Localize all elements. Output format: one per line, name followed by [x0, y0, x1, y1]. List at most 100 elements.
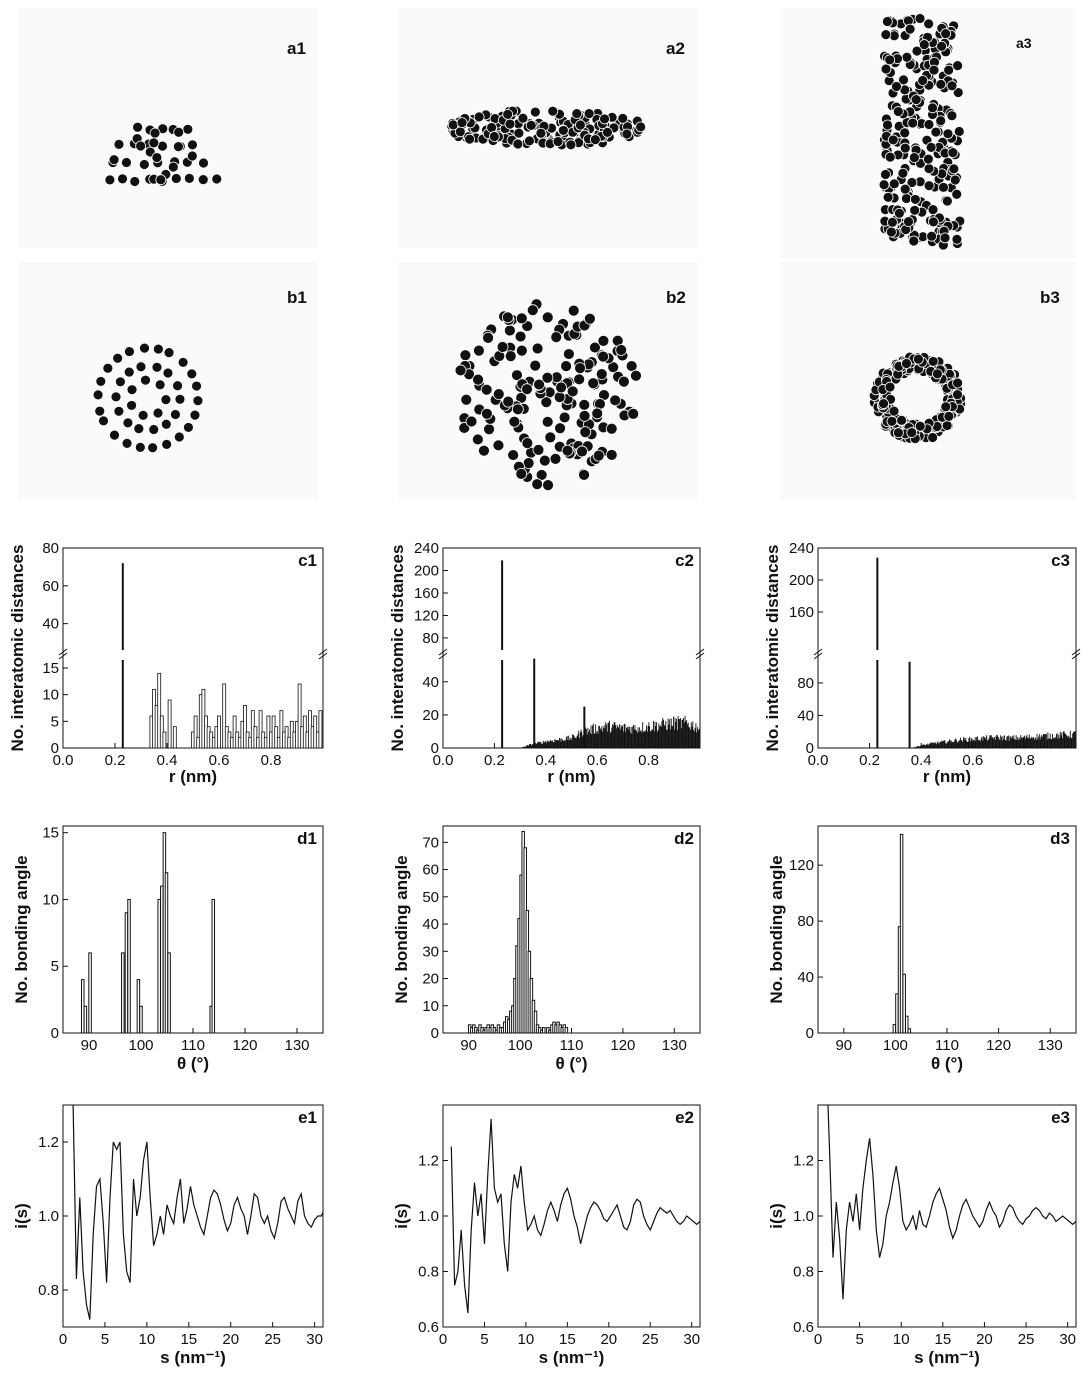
y-tick-label: 30: [422, 943, 439, 960]
bar: [907, 1028, 912, 1034]
atom-a3: [904, 23, 916, 35]
y-axis-label: No. bonding angle: [392, 855, 411, 1003]
atom-a2: [565, 139, 577, 151]
atom-a3: [899, 142, 911, 154]
atom-b1: [134, 442, 146, 453]
atom-b2: [515, 344, 528, 357]
panel-label: c2: [675, 551, 694, 570]
atom-a3: [911, 45, 923, 57]
atom-b3: [914, 420, 926, 432]
atom-b3: [927, 356, 939, 367]
bar: [162, 731, 167, 749]
atom-b2: [576, 445, 588, 458]
chart-e2: 0.6 0.8 1.0 1.2 0 5 10 15 20 25 30 s (nm⁻¹) i(s) e2: [392, 1104, 701, 1367]
atom-b2: [514, 330, 527, 343]
atom-b2: [478, 444, 490, 457]
x-tick-label: 110: [935, 1037, 959, 1054]
atom-b1: [115, 376, 126, 388]
atom-b2: [597, 334, 610, 347]
atom-b3: [940, 401, 952, 413]
atom-b1: [94, 405, 106, 417]
x-tick-label: 130: [284, 1037, 309, 1054]
plot-frame: [62, 825, 324, 1034]
x-axis-label: θ (°): [931, 1054, 963, 1073]
atom-a3: [923, 119, 935, 130]
x-tick-label: 0.8: [1014, 752, 1035, 769]
atom-b3: [952, 389, 963, 401]
axis-break-mark: [58, 648, 68, 656]
chart-c3: 0 40 80 160 200 240 0.0 0.2 0.4 0.6 0.8 r (nm) No. i…: [763, 540, 1081, 786]
atom-b2: [605, 449, 618, 461]
y-tick-label: 80: [797, 913, 814, 930]
axis-break-mark: [695, 652, 705, 660]
y-tick-label: 10: [42, 687, 59, 704]
atom-b3: [878, 398, 889, 409]
axis-break-mark: [318, 648, 328, 656]
atom-b1: [161, 438, 173, 450]
atom-a3: [952, 87, 964, 98]
atom-b1: [189, 409, 201, 421]
chart-d1: 0 5 10 15 90 100 110 120 130 θ (°) No. bonding ang…: [12, 825, 324, 1073]
atom-a3: [918, 39, 930, 50]
atom-a3: [908, 235, 920, 247]
y-tick-label: 160: [789, 604, 814, 621]
atom-a2: [525, 120, 537, 131]
bar: [157, 672, 162, 749]
atom-b2: [515, 467, 528, 480]
atom-a3: [906, 177, 918, 188]
x-tick-label: 10: [518, 1331, 535, 1348]
panel-label-b3: b3: [1040, 288, 1060, 307]
atom-b2: [531, 478, 544, 491]
y-tick-label: 120: [414, 607, 439, 624]
atom-b1: [109, 429, 120, 441]
atom-a3: [891, 81, 902, 92]
atom-a3: [892, 106, 904, 117]
y-tick-label: 0.6: [418, 1319, 439, 1336]
x-tick-label: 0: [439, 1331, 447, 1348]
atom-b1: [113, 405, 125, 417]
bar: [905, 1015, 909, 1034]
atom-a1: [113, 138, 125, 150]
atom-a3: [882, 119, 893, 131]
atom-a3: [930, 126, 942, 138]
atom-b2: [531, 342, 544, 355]
x-axis-label: s (nm⁻¹): [539, 1348, 605, 1367]
atom-b2: [504, 350, 517, 362]
atom-a3: [926, 230, 938, 242]
atom-b2: [558, 411, 571, 424]
y-tick-label: 0.8: [418, 1264, 439, 1281]
atom-b2: [625, 360, 638, 372]
series-line: [72, 1104, 324, 1320]
y-tick-label: 0: [806, 740, 814, 757]
bar: [167, 952, 171, 1034]
atom-a1: [186, 150, 198, 162]
atom-b1: [126, 400, 138, 411]
axis-break-mark: [813, 648, 823, 656]
plot-frame: [62, 547, 324, 749]
atom-a1: [151, 152, 163, 163]
y-tick-label: 10: [422, 998, 439, 1015]
atom-a3: [923, 18, 935, 30]
atom-a3: [897, 167, 909, 179]
atom-b2: [533, 378, 546, 391]
x-tick-label: 100: [883, 1037, 908, 1054]
atom-b1: [163, 347, 175, 359]
x-axis-label: r (nm): [169, 767, 217, 786]
bar: [127, 898, 131, 1034]
y-tick-label: 20: [422, 707, 439, 724]
bar: [541, 1027, 546, 1034]
atom-b2: [578, 409, 591, 422]
atom-b1: [177, 357, 189, 368]
x-axis-label: θ (°): [177, 1054, 209, 1073]
series-line: [450, 1118, 701, 1314]
bar: [564, 1027, 569, 1034]
y-tick-label: 5: [51, 958, 59, 975]
atom-a2: [464, 133, 476, 145]
atom-b2: [472, 373, 484, 386]
y-tick-label: 0: [431, 740, 439, 757]
atom-b2: [480, 383, 493, 396]
atom-a2: [635, 121, 647, 133]
bar: [211, 898, 216, 1034]
atom-a1: [198, 157, 209, 169]
atom-a2: [599, 113, 610, 125]
